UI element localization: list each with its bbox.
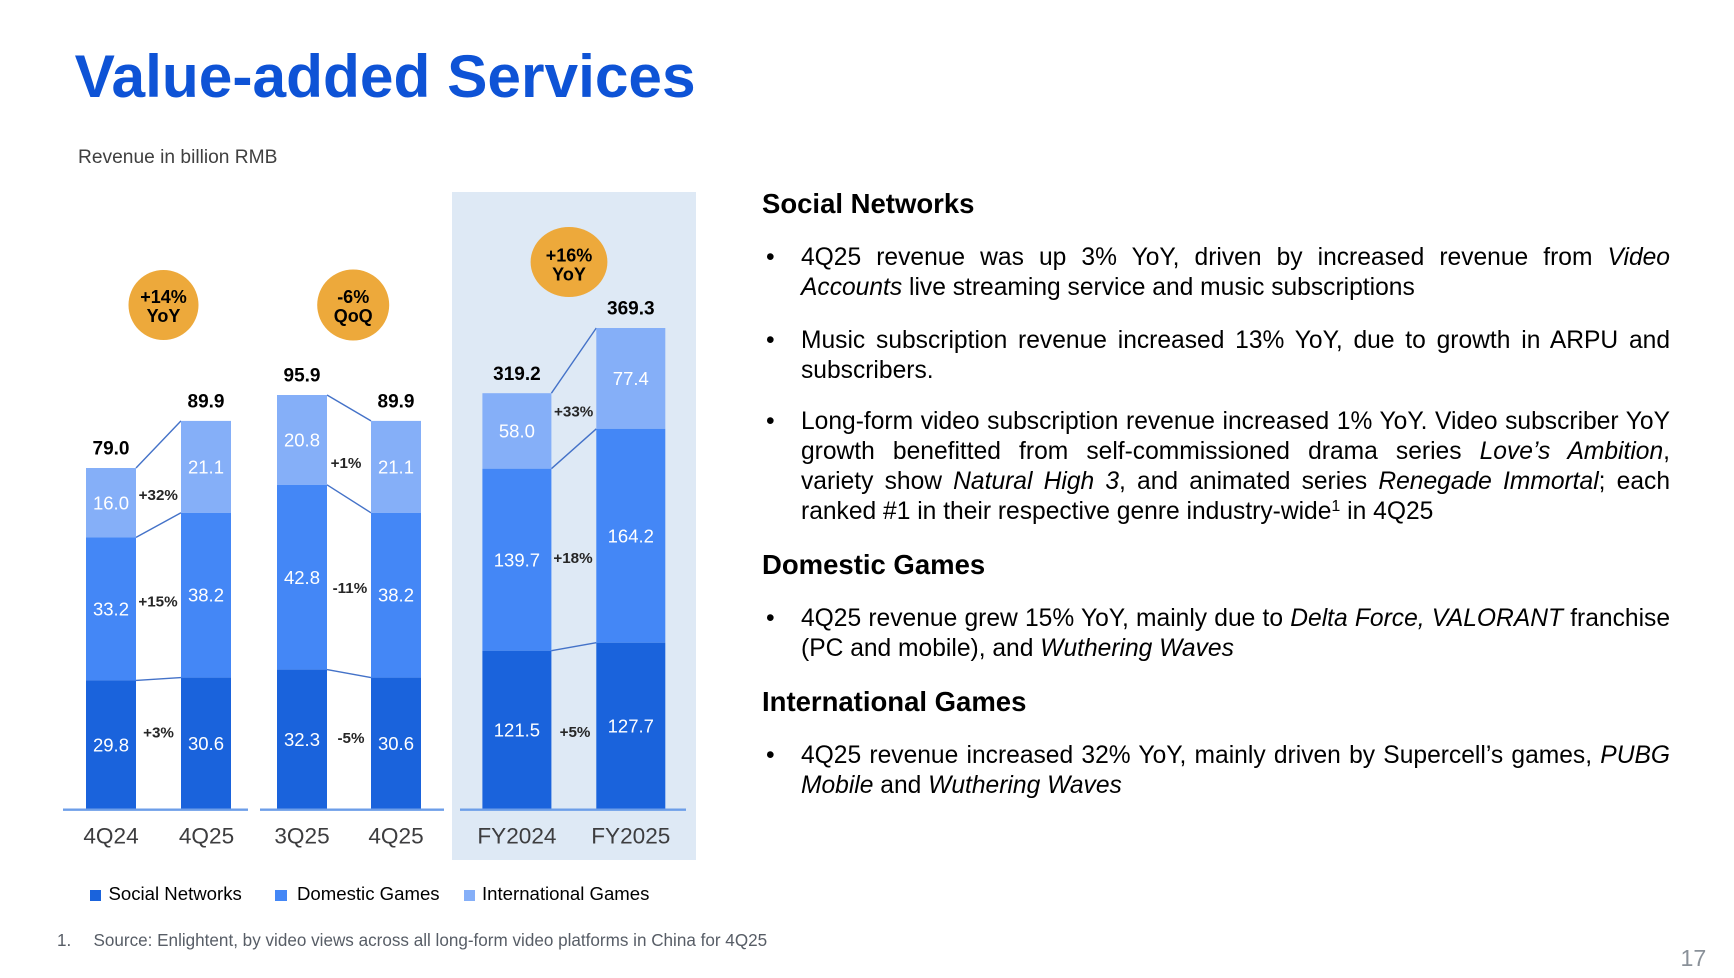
svg-text:33.2: 33.2 [93,599,129,620]
svg-text:30.6: 30.6 [188,733,224,754]
svg-text:16.0: 16.0 [93,492,129,513]
svg-text:319.2: 319.2 [493,364,541,385]
svg-text:4Q25: 4Q25 [179,824,234,849]
svg-text:QoQ: QoQ [334,306,373,326]
svg-text:42.8: 42.8 [284,567,320,588]
svg-text:+18%: +18% [553,550,593,567]
svg-text:38.2: 38.2 [378,585,414,606]
svg-text:95.9: 95.9 [284,366,321,387]
svg-text:89.9: 89.9 [378,392,415,413]
svg-text:+32%: +32% [139,487,179,504]
svg-text:58.0: 58.0 [499,421,535,442]
svg-text:3Q25: 3Q25 [274,824,329,849]
svg-text:FY2025: FY2025 [591,824,670,849]
svg-text:139.7: 139.7 [494,549,540,570]
svg-text:+33%: +33% [554,404,594,421]
svg-text:164.2: 164.2 [608,525,654,546]
svg-text:+15%: +15% [138,593,178,610]
svg-text:21.1: 21.1 [188,457,224,478]
svg-text:38.2: 38.2 [188,585,224,606]
svg-text:+14%: +14% [140,287,187,307]
svg-text:+1%: +1% [331,455,362,472]
svg-text:-5%: -5% [337,730,365,747]
svg-text:369.3: 369.3 [607,299,655,320]
svg-text:79.0: 79.0 [93,439,130,460]
svg-text:30.6: 30.6 [378,733,414,754]
svg-text:+16%: +16% [546,246,593,266]
svg-text:77.4: 77.4 [613,368,649,389]
svg-text:YoY: YoY [552,265,586,285]
svg-text:4Q24: 4Q24 [83,824,138,849]
svg-text:+5%: +5% [560,724,591,741]
svg-text:127.7: 127.7 [608,716,654,737]
svg-text:YoY: YoY [147,306,181,326]
svg-text:89.9: 89.9 [188,392,225,413]
svg-text:FY2024: FY2024 [477,824,556,849]
svg-text:32.3: 32.3 [284,729,320,750]
svg-text:121.5: 121.5 [494,720,540,741]
svg-text:-11%: -11% [333,580,368,597]
svg-text:29.8: 29.8 [93,734,129,755]
svg-text:20.8: 20.8 [284,430,320,451]
svg-text:4Q25: 4Q25 [368,824,423,849]
svg-text:+3%: +3% [143,724,174,741]
svg-text:-6%: -6% [337,287,369,307]
svg-text:21.1: 21.1 [378,457,414,478]
